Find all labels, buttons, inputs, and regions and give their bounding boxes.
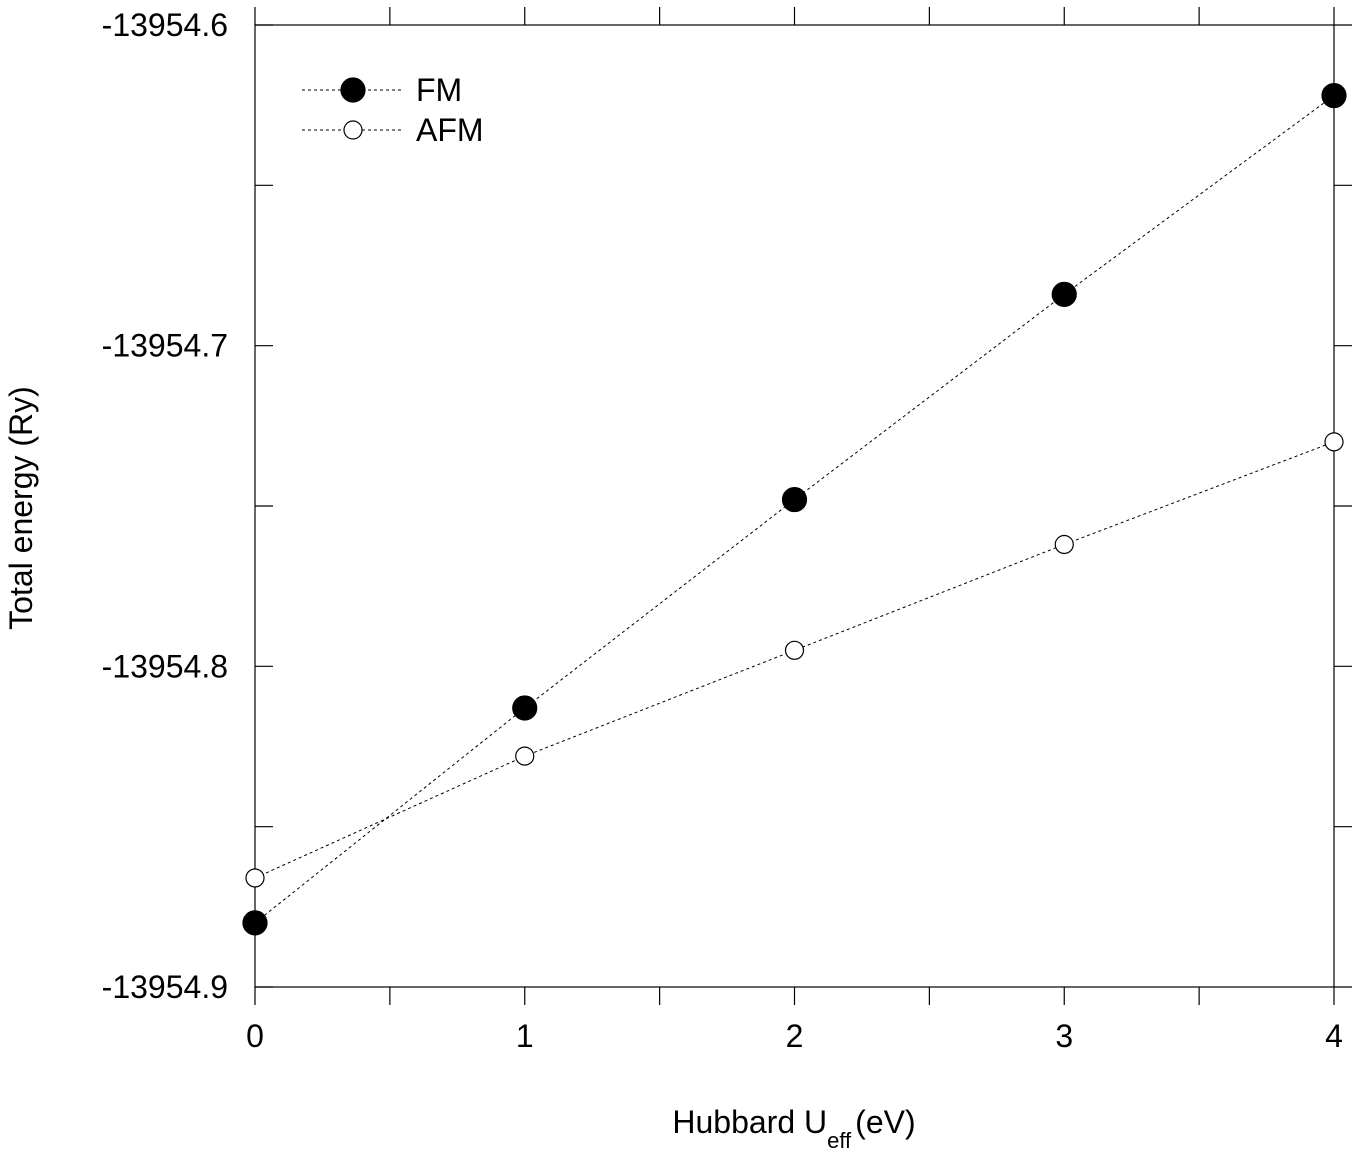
series-layer bbox=[242, 82, 1347, 936]
series-fm bbox=[242, 82, 1347, 936]
legend: FM AFM bbox=[302, 72, 484, 148]
legend-label-afm: AFM bbox=[416, 112, 484, 148]
x-tick-label: 4 bbox=[1325, 1018, 1343, 1054]
data-point-fm bbox=[1051, 281, 1077, 307]
data-point-afm bbox=[515, 746, 535, 766]
y-tick-label: -13954.8 bbox=[102, 648, 228, 684]
data-point-fm bbox=[1321, 82, 1347, 109]
data-point-fm bbox=[242, 910, 268, 936]
x-axis-title: Hubbard Ueff(eV) bbox=[672, 1104, 915, 1153]
x-axis-title-unit: (eV) bbox=[855, 1104, 915, 1140]
y-tick-label: -13954.7 bbox=[102, 328, 228, 364]
x-tick-label: 2 bbox=[786, 1018, 804, 1054]
series-afm bbox=[245, 432, 1344, 888]
data-point-afm bbox=[1054, 534, 1074, 555]
axis-tick-labels: 0 1 2 3 4 -13954.9 -13954.8 -13954.7 -13954.6 bbox=[102, 7, 1343, 1054]
legend-label-fm: FM bbox=[416, 72, 462, 108]
x-axis-title-main: Hubbard U bbox=[672, 1104, 827, 1140]
x-tick-label: 0 bbox=[246, 1018, 264, 1054]
x-tick-label: 1 bbox=[516, 1018, 534, 1054]
legend-marker-afm bbox=[343, 120, 363, 140]
data-point-afm bbox=[1324, 432, 1344, 452]
x-axis-title-subscript: eff bbox=[827, 1128, 852, 1153]
y-tick-label: -13954.9 bbox=[102, 969, 228, 1005]
axis-ticks bbox=[254, 7, 1352, 1005]
legend-item-fm: FM bbox=[302, 72, 462, 108]
legend-item-afm: AFM bbox=[302, 112, 484, 148]
legend-marker-fm bbox=[340, 77, 366, 103]
data-point-afm bbox=[245, 868, 265, 888]
data-point-fm bbox=[781, 486, 808, 513]
data-point-fm bbox=[512, 695, 538, 721]
y-tick-label: -13954.6 bbox=[102, 7, 228, 43]
x-tick-label: 3 bbox=[1055, 1018, 1073, 1054]
y-axis-title: Total energy (Ry) bbox=[3, 386, 39, 630]
data-point-afm bbox=[784, 640, 805, 660]
